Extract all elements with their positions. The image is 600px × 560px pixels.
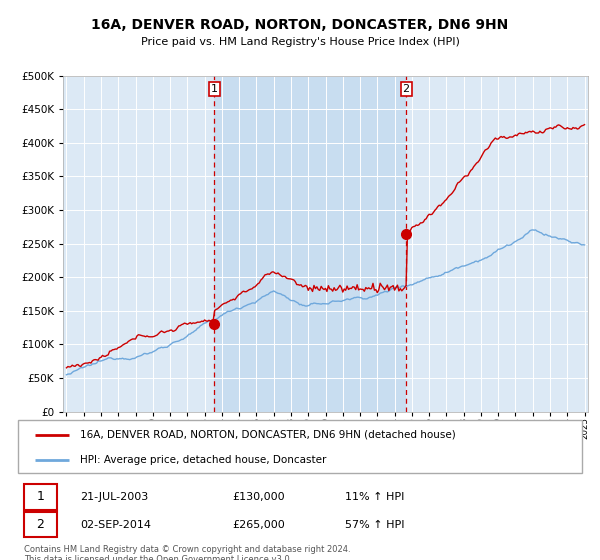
Text: 02-SEP-2014: 02-SEP-2014 xyxy=(80,520,151,530)
FancyBboxPatch shape xyxy=(23,512,58,538)
Text: HPI: Average price, detached house, Doncaster: HPI: Average price, detached house, Donc… xyxy=(80,455,326,465)
Bar xyxy=(214,76,406,412)
Text: 16A, DENVER ROAD, NORTON, DONCASTER, DN6 9HN (detached house): 16A, DENVER ROAD, NORTON, DONCASTER, DN6… xyxy=(80,430,456,440)
Text: 21-JUL-2003: 21-JUL-2003 xyxy=(80,492,148,502)
Text: Contains HM Land Registry data © Crown copyright and database right 2024.
This d: Contains HM Land Registry data © Crown c… xyxy=(23,545,350,560)
Text: £265,000: £265,000 xyxy=(232,520,285,530)
Text: 1: 1 xyxy=(211,84,218,94)
Text: 11% ↑ HPI: 11% ↑ HPI xyxy=(345,492,404,502)
Text: Price paid vs. HM Land Registry's House Price Index (HPI): Price paid vs. HM Land Registry's House … xyxy=(140,37,460,47)
Text: 1: 1 xyxy=(37,490,44,503)
Text: 57% ↑ HPI: 57% ↑ HPI xyxy=(345,520,404,530)
Text: 2: 2 xyxy=(403,84,410,94)
FancyBboxPatch shape xyxy=(23,484,58,510)
Text: 16A, DENVER ROAD, NORTON, DONCASTER, DN6 9HN: 16A, DENVER ROAD, NORTON, DONCASTER, DN6… xyxy=(91,18,509,32)
Text: 2: 2 xyxy=(37,518,44,531)
Text: £130,000: £130,000 xyxy=(232,492,285,502)
